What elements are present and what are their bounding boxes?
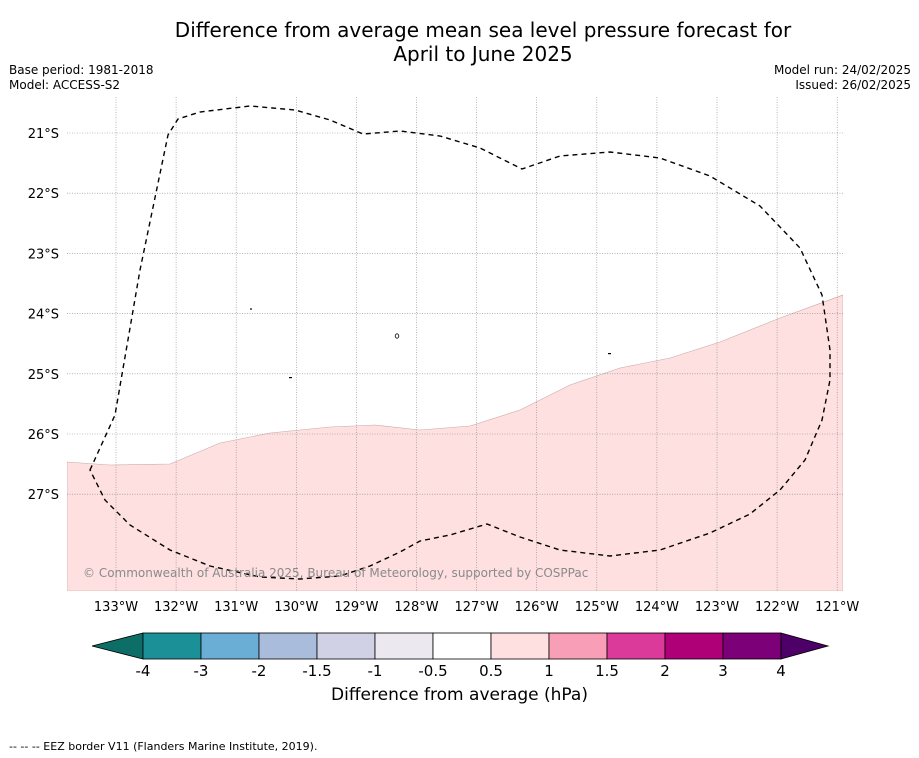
latitude-label: 25°S [28, 368, 59, 383]
base-period: Base period: 1981-2018 [9, 63, 154, 77]
colorbar-tick-label: -0.5 [418, 662, 447, 680]
colorbar-segment [432, 632, 492, 660]
latitude-label: 26°S [28, 428, 59, 443]
colorbar-tick-label: -1.5 [302, 662, 331, 680]
colorbar-segment [200, 632, 260, 660]
colorbar-segment [548, 632, 608, 660]
longitude-labels: 133°W 132°W 131°W 130°W 129°W 128°W 127°W 126°W… [94, 600, 860, 615]
island-marker [289, 377, 292, 379]
island-marker [250, 308, 252, 310]
island-marker [608, 353, 611, 355]
island-marker [394, 333, 400, 339]
colorbar-tick-label: 2 [660, 662, 670, 680]
latitude-label: 21°S [28, 127, 59, 142]
title-line-2: April to June 2025 [393, 42, 573, 66]
chart-title: Difference from average mean sea level p… [0, 18, 919, 66]
longitude-label: 123°W [695, 600, 739, 615]
map-panel: © Commonwealth of Australia 2025, Bureau… [67, 97, 843, 591]
longitude-label: 124°W [635, 600, 679, 615]
colorbar-segment [722, 632, 782, 660]
longitude-label: 129°W [334, 600, 378, 615]
eez-footnote: -- -- -- EEZ border V11 (Flanders Marine… [9, 740, 318, 753]
colorbar-tick-label: 1 [544, 662, 554, 680]
colorbar-tick-label: 4 [776, 662, 786, 680]
colorbar-segment [142, 632, 202, 660]
latitude-labels: 21°S 22°S 23°S 24°S 25°S 26°S 27°S [28, 127, 59, 503]
latitude-label: 27°S [28, 488, 59, 503]
longitude-label: 122°W [755, 600, 799, 615]
longitude-label: 121°W [815, 600, 859, 615]
positive-anomaly-region [67, 294, 843, 591]
title-line-1: Difference from average mean sea level p… [174, 18, 792, 42]
longitude-label: 126°W [515, 600, 559, 615]
colorbar-tick-label: 0.5 [479, 662, 503, 680]
colorbar-tick-label: -3 [194, 662, 209, 680]
colorbar-tick-labels: -4 -3 -2 -1.5 -1 -0.5 0.5 1 1.5 2 3 4 [136, 662, 786, 680]
longitude-label: 132°W [154, 600, 198, 615]
gridlines [67, 97, 843, 591]
latitude-label: 24°S [28, 308, 59, 323]
meta-right: Model run: 24/02/2025 Issued: 26/02/2025 [774, 63, 911, 93]
colorbar-tick-label: 3 [718, 662, 728, 680]
colorbar-tick-label: -4 [136, 662, 151, 680]
longitude-label: 127°W [455, 600, 499, 615]
latitude-label: 23°S [28, 247, 59, 262]
colorbar-extend-high [780, 632, 830, 660]
eez-border [89, 105, 831, 580]
copyright-notice: © Commonwealth of Australia 2025, Bureau… [83, 566, 588, 580]
meta-left: Base period: 1981-2018 Model: ACCESS-S2 [9, 63, 154, 93]
colorbar-title: Difference from average (hPa) [331, 685, 588, 705]
colorbar-segment [606, 632, 666, 660]
latitude-label: 22°S [28, 187, 59, 202]
colorbar-tick-label: -1 [368, 662, 383, 680]
colorbar-extend-low [91, 632, 144, 660]
longitude-label: 128°W [394, 600, 438, 615]
issued-date: Issued: 26/02/2025 [795, 78, 911, 92]
longitude-label: 133°W [94, 600, 138, 615]
colorbar-segment [490, 632, 550, 660]
colorbar-segment [374, 632, 434, 660]
longitude-label: 130°W [274, 600, 318, 615]
colorbar-tick-label: -2 [252, 662, 267, 680]
colorbar [91, 632, 830, 660]
colorbar-segment [316, 632, 376, 660]
colorbar-segment [664, 632, 724, 660]
model-name: Model: ACCESS-S2 [9, 78, 121, 92]
colorbar-segment [258, 632, 318, 660]
longitude-label: 131°W [214, 600, 258, 615]
colorbar-tick-label: 1.5 [595, 662, 619, 680]
model-run: Model run: 24/02/2025 [773, 63, 911, 77]
longitude-label: 125°W [575, 600, 619, 615]
